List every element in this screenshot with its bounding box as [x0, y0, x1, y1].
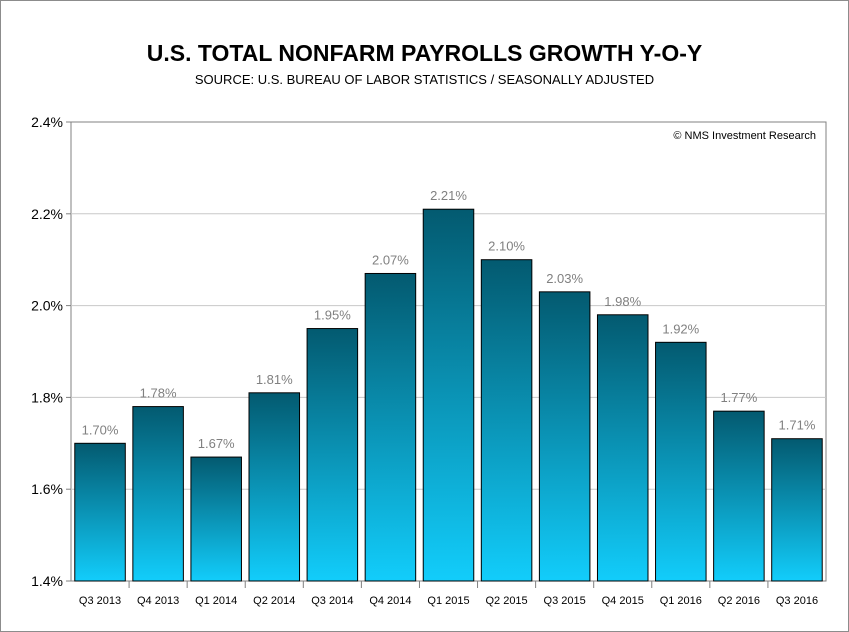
data-label: 1.70%	[82, 422, 119, 437]
x-tick-label: Q1 2016	[660, 595, 702, 607]
bar	[771, 438, 823, 582]
y-tick-label: 1.6%	[31, 481, 63, 497]
y-tick-label: 1.8%	[31, 389, 63, 405]
x-axis-tick-labels: Q3 2013 Q4 2013 Q1 2014 Q2 2014 Q3 2014 Q4 20…	[79, 595, 818, 607]
y-tick-label: 2.4%	[31, 114, 63, 130]
x-tick-label: Q2 2016	[718, 595, 760, 607]
x-tick-label: Q4 2015	[602, 595, 644, 607]
data-label: 1.78%	[140, 386, 177, 401]
chart-subtitle: SOURCE: U.S. BUREAU OF LABOR STATISTICS …	[194, 72, 655, 87]
y-axis-tick-labels: 1.4% 1.6% 1.8% 2.0% 2.2% 2.4%	[31, 114, 63, 589]
data-label: 1.71%	[779, 418, 816, 433]
bar	[422, 208, 475, 582]
data-label: 1.92%	[662, 321, 699, 336]
data-label: 2.03%	[546, 271, 583, 286]
bars	[74, 208, 823, 582]
data-label: 1.67%	[198, 436, 235, 451]
data-labels: 1.70% 1.78% 1.67% 1.81% 1.95% 2.07% 2.21% 2.10%…	[82, 188, 816, 451]
bar	[132, 406, 184, 582]
x-tick-label: Q1 2014	[195, 595, 237, 607]
bar	[655, 341, 707, 582]
bar	[74, 442, 126, 582]
bar	[713, 410, 765, 582]
data-label: 1.95%	[314, 308, 351, 323]
data-label: 2.07%	[372, 252, 409, 267]
y-tick-label: 2.0%	[31, 298, 63, 314]
x-tick-label: Q3 2014	[311, 595, 353, 607]
data-label: 1.98%	[604, 294, 641, 309]
data-label: 2.10%	[488, 239, 525, 254]
bar	[248, 392, 301, 582]
x-tick-label: Q3 2015	[544, 595, 586, 607]
x-tick-label: Q1 2015	[427, 595, 469, 607]
watermark-text: © NMS Investment Research	[673, 130, 816, 142]
y-tick-label: 1.4%	[31, 573, 63, 589]
x-tick-label: Q2 2015	[485, 595, 527, 607]
bar	[480, 259, 533, 582]
bar	[364, 272, 417, 582]
bar	[596, 314, 649, 582]
chart-title: U.S. TOTAL NONFARM PAYROLLS GROWTH Y-O-Y	[146, 40, 703, 66]
x-tick-label: Q3 2013	[79, 595, 121, 607]
x-tick-label: Q2 2014	[253, 595, 295, 607]
bar	[306, 328, 359, 582]
data-label: 1.81%	[256, 372, 293, 387]
bar	[538, 291, 591, 582]
x-tick-label: Q3 2016	[776, 595, 818, 607]
x-tick-label: Q4 2013	[137, 595, 179, 607]
bar	[190, 456, 242, 582]
data-label: 1.77%	[720, 390, 757, 405]
x-tick-label: Q4 2014	[369, 595, 411, 607]
y-tick-label: 2.2%	[31, 206, 63, 222]
data-label: 2.21%	[430, 188, 467, 203]
